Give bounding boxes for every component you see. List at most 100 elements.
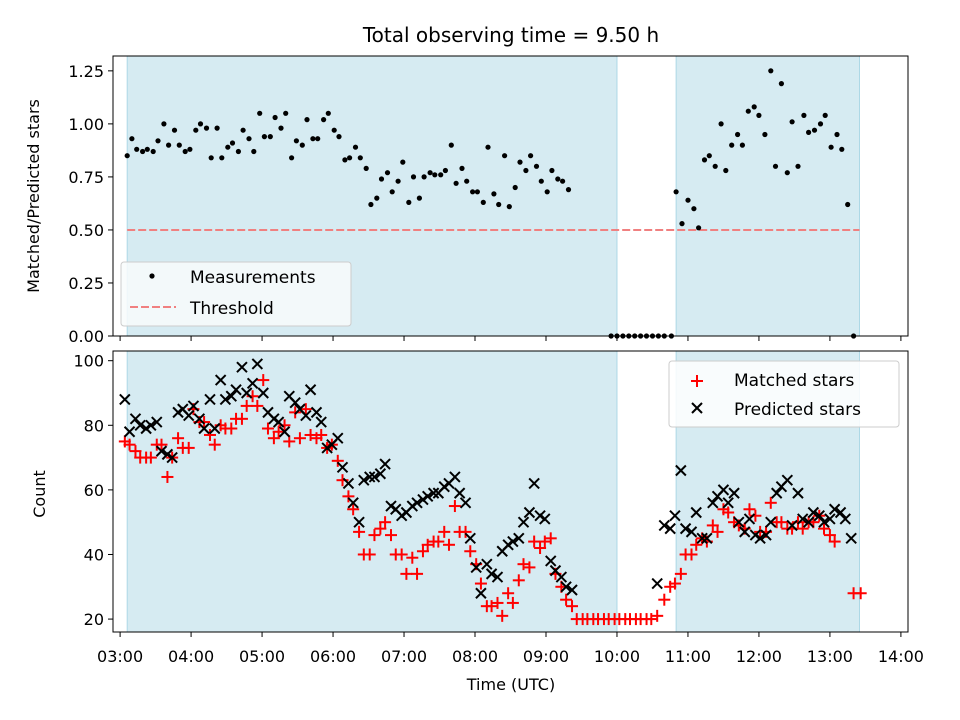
measurement-point	[565, 187, 572, 193]
measurement-point	[696, 225, 702, 231]
predicted-star-point	[251, 358, 264, 370]
matched-star-point	[368, 529, 381, 542]
measurement-point	[421, 174, 427, 180]
predicted-star-point	[342, 477, 355, 490]
bottom-axes-frame	[112, 350, 909, 633]
x-tick-label: 12:00	[736, 647, 782, 666]
predicted-star-point	[358, 474, 370, 486]
predicted-star-point	[364, 471, 376, 483]
measurement-point	[336, 134, 342, 140]
predicted-star-point	[701, 532, 713, 545]
y-tick-label: 80	[84, 416, 104, 435]
bottom-x-axis: 03:00 04:00 05:00 06:00 07:00 08:00 09:00 10:00…	[97, 632, 924, 666]
matched-star-point	[283, 435, 296, 448]
matched-star-point	[240, 399, 253, 412]
matched-star-point	[257, 374, 270, 387]
measurement-point	[739, 142, 746, 148]
matched-star-point	[293, 432, 306, 445]
predicted-star-point	[353, 516, 365, 528]
bottom-y-axis-label: Count	[30, 470, 49, 518]
x-tick-label: 08:00	[452, 647, 498, 666]
x-tick-label: 13:00	[807, 647, 853, 666]
measurement-point	[778, 81, 785, 87]
matched-star-point	[208, 438, 221, 451]
top-legend-box	[120, 261, 352, 327]
predicted-star-point	[166, 451, 178, 464]
predicted-star-point	[183, 409, 195, 422]
measurement-point	[768, 68, 774, 74]
matched-star-point	[566, 600, 579, 613]
predicted-star-point	[470, 561, 482, 574]
bottom-legend: Matched stars Predicted stars	[668, 360, 900, 428]
predicted-star-point	[374, 468, 387, 480]
measurement-point	[283, 110, 289, 116]
measurement-point	[384, 170, 391, 176]
matched-star-point	[854, 587, 867, 600]
measurement-point	[214, 125, 220, 131]
predicted-star-point	[193, 413, 206, 425]
matched-star-point	[796, 522, 809, 535]
matched-star-point	[123, 438, 136, 451]
predicted-star-point	[347, 497, 359, 509]
matched-star-point	[155, 438, 168, 451]
matched-star-point	[528, 535, 541, 548]
measurement-point	[144, 146, 150, 152]
predicted-star-point	[690, 506, 702, 519]
predicted-star-point	[517, 516, 530, 528]
measurement-point	[512, 184, 518, 191]
matched-star-point	[363, 548, 376, 561]
top-chart-title: Total observing time = 9.50 h	[362, 23, 659, 47]
matched-star-point	[828, 535, 841, 548]
y-tick-label: 60	[84, 481, 104, 500]
measurement-point	[406, 199, 412, 205]
measurement-point	[124, 153, 130, 159]
matched-star-point	[144, 451, 157, 464]
predicted-star-point	[236, 361, 248, 373]
matched-star-point	[491, 596, 504, 609]
matched-star-point	[379, 516, 392, 529]
predicted-star-point	[225, 390, 238, 402]
matched-star-point	[818, 522, 831, 535]
measurement-point	[801, 112, 807, 118]
measurement-point	[560, 178, 566, 184]
predicted-star-point	[818, 516, 830, 528]
bottom-legend-box	[668, 360, 900, 428]
matched-star-point	[342, 490, 355, 503]
measurement-point	[363, 165, 369, 171]
measurement-point	[257, 110, 263, 116]
measurement-point	[528, 153, 534, 159]
measurement-point	[723, 167, 729, 174]
predicted-star-point	[722, 497, 734, 509]
y-tick-label: 0.00	[68, 327, 104, 346]
matched-star-point	[400, 567, 413, 580]
measurement-point	[427, 170, 433, 176]
top-y-axis: 0.00 0.25 0.50 0.75 1.00 1.25	[68, 62, 113, 346]
measurement-point	[762, 131, 768, 138]
predicted-star-point	[134, 419, 146, 431]
measurement-point	[438, 172, 444, 178]
y-tick-label: 0.50	[68, 221, 104, 240]
predicted-star-point	[555, 571, 568, 583]
matched-star-point	[411, 567, 424, 580]
predicted-star-point	[289, 396, 301, 409]
matched-star-point	[459, 525, 472, 538]
measurement-point	[246, 136, 252, 142]
predicted-star-point	[187, 400, 200, 412]
measurement-point	[701, 157, 708, 163]
measurement-point	[193, 127, 199, 133]
predicted-star-point	[754, 532, 766, 545]
y-tick-label: 100	[73, 352, 104, 371]
predicted-star-point	[513, 532, 525, 545]
y-tick-label: 0.75	[68, 168, 104, 187]
bottom-panel: 20 40 60 80 100 03:00 04:00 05:00 06:00 07:00 08:…	[30, 350, 924, 694]
measurement-point	[278, 125, 284, 131]
measurement-point	[304, 117, 310, 123]
measurement-point	[410, 174, 417, 180]
matched-star-point	[438, 525, 451, 538]
measurement-point	[299, 142, 305, 148]
measurement-point	[538, 178, 544, 184]
predicted-star-point	[545, 555, 557, 567]
x-tick-label: 11:00	[665, 647, 711, 666]
predicted-star-point	[679, 522, 692, 535]
